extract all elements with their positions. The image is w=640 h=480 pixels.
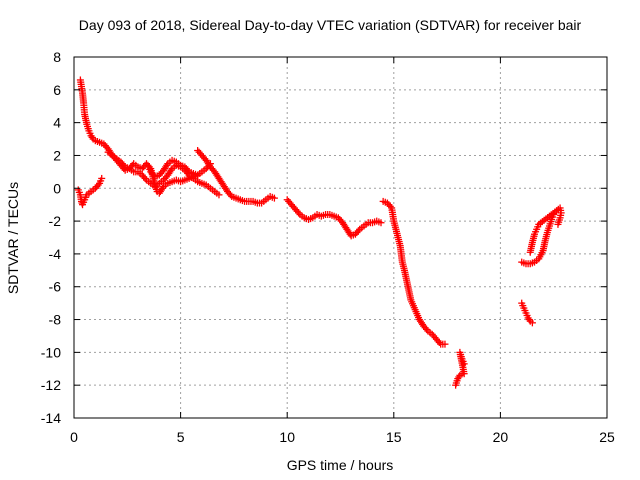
data-point <box>215 191 223 199</box>
data-point <box>167 166 175 174</box>
data-points <box>74 76 565 389</box>
data-point <box>435 339 443 347</box>
data-point <box>386 202 394 210</box>
x-tick-label: 20 <box>493 429 509 445</box>
data-point <box>460 360 468 368</box>
data-point <box>295 209 303 217</box>
x-tick-label: 15 <box>386 429 402 445</box>
y-tick-label: -8 <box>49 312 62 328</box>
y-tick-label: -4 <box>49 246 62 262</box>
y-tick-label: 2 <box>53 147 61 163</box>
data-point <box>554 220 562 228</box>
data-point <box>141 174 149 182</box>
data-point <box>354 227 362 235</box>
y-tick-label: -2 <box>49 213 62 229</box>
y-tick-label: -12 <box>41 377 61 393</box>
y-axis-label: SDTVAR / TECUs <box>5 182 21 294</box>
data-point <box>194 171 202 179</box>
data-point <box>270 194 278 202</box>
data-point <box>88 133 96 141</box>
y-tick-label: -6 <box>49 279 62 295</box>
grid-lines <box>74 57 607 418</box>
y-tick-label: 8 <box>53 49 61 65</box>
data-point <box>98 174 106 182</box>
data-point <box>441 340 449 348</box>
data-point <box>163 161 171 169</box>
x-tick-label: 10 <box>279 429 295 445</box>
data-point <box>528 319 536 327</box>
x-tick-label: 0 <box>70 429 78 445</box>
data-point <box>377 219 385 227</box>
x-axis-label: GPS time / hours <box>287 457 394 473</box>
y-tick-label: 4 <box>53 115 61 131</box>
data-point <box>226 191 234 199</box>
chart-title: Day 093 of 2018, Sidereal Day-to-day VTE… <box>79 17 582 33</box>
data-point <box>422 325 430 333</box>
data-point <box>525 316 533 324</box>
y-tick-labels: -14 -12 -10 -8 -6 -4 -2 0 2 4 6 8 <box>41 49 61 426</box>
y-tick-label: -10 <box>41 344 61 360</box>
plot-frame <box>73 56 608 419</box>
data-point <box>184 166 192 174</box>
data-point <box>455 373 463 381</box>
x-tick-label: 5 <box>177 429 185 445</box>
y-tick-label: 0 <box>53 180 61 196</box>
axis-ticks <box>73 56 608 419</box>
x-tick-label: 25 <box>599 429 615 445</box>
y-tick-label: 6 <box>53 82 61 98</box>
data-point <box>158 184 166 192</box>
y-tick-label: -14 <box>41 410 61 426</box>
x-tick-labels: 0 5 10 15 20 25 <box>70 429 615 445</box>
data-point <box>94 181 102 189</box>
